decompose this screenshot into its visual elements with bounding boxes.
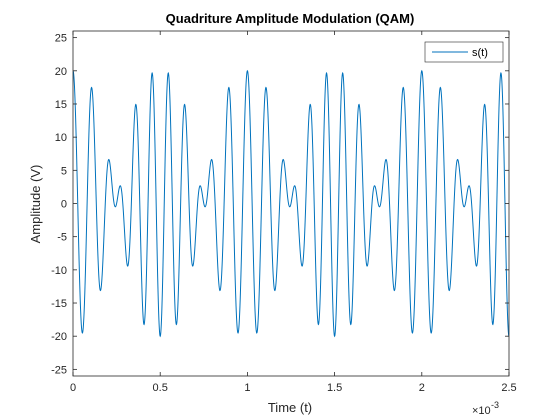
x-exponent-power: -3 [491, 400, 499, 410]
x-axis: 0 0.5 1 1.5 2 2.5 [70, 31, 517, 394]
series-layer [73, 69, 509, 338]
y-tick-label: 25 [55, 33, 67, 45]
y-tick-label: 20 [55, 66, 67, 78]
legend: s(t) [424, 41, 504, 63]
x-tick-label: 2 [419, 382, 425, 394]
y-axis-label: Amplitude (V) [28, 165, 43, 244]
y-tick-label: 0 [61, 199, 67, 211]
x-tick-label: 0 [70, 382, 76, 394]
y-tick-label: -25 [51, 364, 67, 376]
x-tick-label: 0.5 [153, 382, 168, 394]
series-line [73, 69, 509, 338]
x-exponent-base: ×10 [472, 405, 491, 417]
y-tick-label: -5 [57, 232, 67, 244]
chart-title: Quadriture Amplitude Modulation (QAM) [166, 11, 415, 26]
x-tick-label: 1 [244, 382, 250, 394]
y-tick-label: -10 [51, 265, 67, 277]
y-axis: -25 -20 -15 -10 -5 0 5 10 15 20 25 [51, 33, 509, 376]
legend-entry-label: s(t) [472, 47, 488, 59]
x-tick-label: 1.5 [327, 382, 342, 394]
x-axis-label: Time (t) [268, 400, 312, 415]
y-tick-label: 5 [61, 165, 67, 177]
y-tick-label: 15 [55, 99, 67, 111]
x-tick-label: 2.5 [501, 382, 516, 394]
x-exponent: ×10 -3 [472, 400, 499, 417]
y-tick-label: -20 [51, 331, 67, 343]
plot-area: 0 0.5 1 1.5 2 2.5 -25 -20 -15 -10 -5 0 5 10 15 20 25 [51, 30, 517, 394]
y-tick-label: 10 [55, 132, 67, 144]
y-tick-label: -15 [51, 298, 67, 310]
